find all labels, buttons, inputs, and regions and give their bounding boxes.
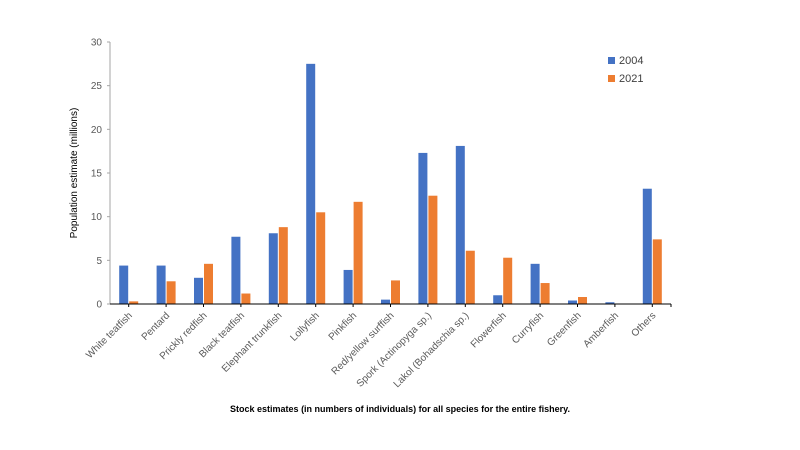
x-tick-label: Amberfish <box>581 310 621 350</box>
x-tick-label: Greenfish <box>545 310 583 348</box>
x-tick-label: Curryfish <box>510 310 546 346</box>
bar-2021 <box>503 257 513 304</box>
y-axis-ticks: 0 5 10 15 20 25 30 <box>91 38 110 311</box>
bar-2021 <box>428 195 438 304</box>
bar-2021 <box>241 293 251 304</box>
x-tick-label: Pinkfish <box>327 310 360 343</box>
bar-2021 <box>316 212 326 304</box>
x-tick-label: Flowerfish <box>469 310 509 350</box>
y-tick-label: 15 <box>91 169 103 180</box>
bar-2004 <box>642 188 652 304</box>
bar-2004 <box>119 265 129 304</box>
bar-2021 <box>465 250 475 304</box>
figure-caption: Stock estimates (in numbers of individua… <box>230 404 570 414</box>
bar-2004 <box>306 63 316 305</box>
y-axis-title: Population estimate (millions) <box>69 108 80 239</box>
y-tick-label: 20 <box>91 125 103 136</box>
bar-2021 <box>204 263 213 304</box>
bar-2004 <box>381 299 390 304</box>
bar-2004 <box>343 269 353 304</box>
x-tick-label: White teatfish <box>84 310 135 361</box>
bar-2004 <box>455 145 465 304</box>
bar-2021 <box>578 297 587 304</box>
x-tick-label: Others <box>629 310 658 339</box>
bar-2021 <box>652 239 662 304</box>
legend-label-2021: 2021 <box>619 73 643 85</box>
legend-swatch-2021 <box>608 75 615 82</box>
x-tick-label: Lakol (Bohadschia sp.) <box>392 310 472 390</box>
bars <box>119 63 662 305</box>
x-tick-label: Spork (Actinopyga sp.) <box>355 310 434 389</box>
x-tick-label: Lollyfish <box>288 310 321 343</box>
bar-2021 <box>166 281 176 304</box>
y-tick-label: 25 <box>91 81 103 92</box>
bar-2004 <box>568 300 577 304</box>
legend-swatch-2004 <box>608 57 615 64</box>
bar-2021 <box>129 301 139 304</box>
bar-2004 <box>418 152 428 304</box>
bar-2021 <box>353 201 363 304</box>
y-tick-label: 10 <box>91 212 103 223</box>
y-tick-label: 5 <box>96 256 102 267</box>
bar-2004 <box>231 236 241 304</box>
bar-2004 <box>268 233 278 304</box>
bar-2021 <box>391 280 400 304</box>
bar-2021 <box>540 283 550 304</box>
bar-2004 <box>194 277 203 304</box>
y-tick-label: 30 <box>91 38 103 49</box>
bar-2004 <box>530 263 540 304</box>
bar-2004 <box>156 265 166 304</box>
x-axis-ticks <box>128 304 672 307</box>
bar-2004 <box>493 295 503 304</box>
x-tick-label: Pentard <box>140 310 173 343</box>
legend-label-2004: 2004 <box>619 55 643 67</box>
legend: 2004 2021 <box>608 55 643 85</box>
x-tick-label: Red/yellow surffish <box>330 310 397 377</box>
bar-2021 <box>278 227 288 304</box>
y-tick-label: 0 <box>96 300 102 311</box>
bar-2004 <box>605 302 615 304</box>
